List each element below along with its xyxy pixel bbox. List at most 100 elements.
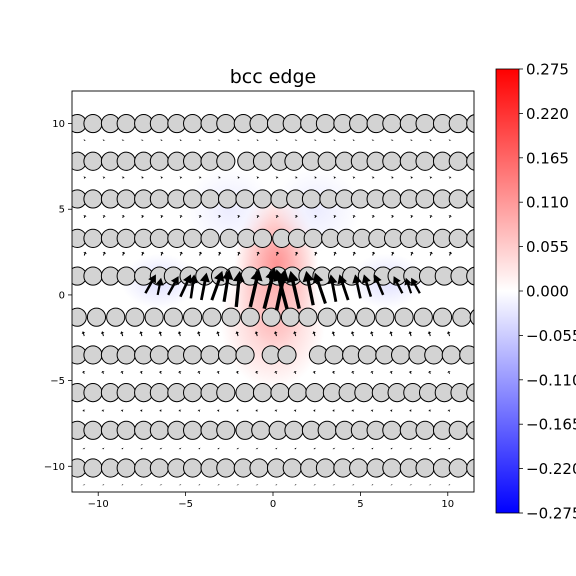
atom bbox=[183, 189, 203, 209]
small-displacement-arrow bbox=[197, 371, 201, 374]
small-displacement-arrow bbox=[351, 409, 355, 412]
small-displacement-arrow bbox=[217, 139, 221, 141]
large-displacement-arrows bbox=[144, 267, 421, 311]
atom bbox=[280, 307, 301, 327]
atom bbox=[448, 189, 468, 209]
small-displacement-arrow bbox=[370, 447, 374, 450]
small-displacement-arrow bbox=[352, 251, 356, 256]
colorbar: 0.275 0.220 0.165 0.110 0.055 0.000 −0.055 −0.1… bbox=[495, 61, 576, 523]
small-displacement-arrow bbox=[333, 176, 337, 179]
small-displacement-arrow bbox=[255, 484, 259, 486]
atom bbox=[83, 189, 103, 209]
small-displacement-arrow bbox=[314, 251, 318, 256]
small-displacement-arrow bbox=[159, 409, 163, 412]
y-tick-label: 0 bbox=[59, 290, 65, 301]
atom bbox=[413, 307, 433, 327]
small-displacement-arrow bbox=[447, 331, 451, 337]
atom bbox=[183, 151, 203, 171]
atom bbox=[116, 189, 136, 209]
displacement-arrow bbox=[188, 274, 198, 299]
small-displacement-arrow bbox=[294, 251, 299, 256]
small-displacement-arrow bbox=[83, 215, 87, 218]
atom bbox=[252, 383, 273, 403]
small-displacement-arrow bbox=[410, 215, 414, 218]
displacement-arrow bbox=[352, 274, 362, 299]
small-displacement-arrow bbox=[409, 447, 413, 450]
small-displacement-arrow bbox=[312, 331, 316, 337]
small-displacement-arrow bbox=[120, 409, 124, 412]
small-displacement-arrow bbox=[159, 447, 163, 450]
atom bbox=[466, 420, 474, 440]
atom bbox=[317, 151, 337, 171]
small-displacement-arrow bbox=[332, 484, 336, 486]
atom bbox=[394, 307, 414, 327]
small-displacement-arrow bbox=[293, 371, 297, 374]
atom bbox=[183, 458, 203, 478]
atom-rows bbox=[72, 113, 474, 478]
small-displacement-arrow bbox=[179, 176, 183, 179]
colorbar-tick-label: −0.055 bbox=[526, 327, 576, 345]
small-displacement-arrow bbox=[410, 176, 414, 179]
atom bbox=[116, 151, 136, 171]
atom bbox=[317, 307, 337, 327]
small-displacement-arrow bbox=[82, 409, 86, 412]
small-displacement-arrow bbox=[120, 484, 125, 486]
y-tick-label: −5 bbox=[50, 376, 65, 387]
atom bbox=[149, 113, 169, 134]
small-displacement-arrow bbox=[313, 215, 318, 218]
y-tick-label: 5 bbox=[59, 205, 65, 216]
small-displacement-arrow bbox=[140, 139, 144, 141]
atom bbox=[415, 151, 435, 171]
small-displacement-arrow bbox=[389, 409, 393, 412]
small-displacement-arrow bbox=[82, 484, 86, 486]
colorbar-tick-label: 0.000 bbox=[526, 283, 569, 301]
small-displacement-arrow bbox=[235, 371, 240, 374]
small-displacement-arrow bbox=[275, 251, 279, 256]
atom bbox=[200, 345, 220, 365]
atom bbox=[415, 228, 435, 248]
atom bbox=[72, 307, 87, 327]
atom bbox=[144, 307, 164, 327]
small-displacement-arrow bbox=[217, 251, 222, 256]
small-displacement-arrow bbox=[351, 371, 355, 374]
displacement-arrow bbox=[327, 274, 338, 302]
small-displacement-arrow bbox=[313, 484, 317, 486]
atom bbox=[200, 228, 220, 248]
small-displacement-arrow bbox=[82, 447, 86, 450]
colorbar-gradient bbox=[495, 68, 520, 514]
small-displacement-arrow bbox=[408, 371, 413, 374]
small-displacement-arrow bbox=[216, 331, 220, 337]
small-displacement-arrow bbox=[217, 176, 221, 179]
colorbar-tick-label: 0.275 bbox=[526, 61, 569, 79]
atom bbox=[466, 228, 474, 248]
small-displacement-arrow bbox=[447, 484, 451, 486]
atom bbox=[382, 420, 402, 440]
atom bbox=[149, 383, 169, 403]
atom bbox=[83, 458, 103, 478]
atom bbox=[466, 383, 474, 403]
small-displacement-arrow bbox=[333, 215, 337, 218]
colorbar-tick-label: 0.165 bbox=[526, 149, 569, 167]
small-displacement-arrow bbox=[428, 484, 432, 486]
small-displacement-arrow bbox=[294, 215, 298, 218]
displacement-arrow bbox=[373, 274, 385, 296]
small-displacement-arrow bbox=[313, 176, 317, 179]
small-displacement-arrow bbox=[390, 251, 395, 256]
small-displacement-arrow bbox=[275, 176, 279, 179]
x-tick-label: −5 bbox=[178, 499, 193, 510]
small-displacement-arrow bbox=[428, 409, 432, 412]
small-displacement-arrow bbox=[121, 176, 125, 179]
displacement-arrow bbox=[222, 269, 234, 302]
small-displacement-arrow bbox=[236, 139, 240, 141]
displacement-arrow bbox=[411, 277, 421, 294]
small-displacement-arrow bbox=[332, 139, 337, 141]
small-displacement-arrow bbox=[447, 371, 451, 374]
atom bbox=[432, 307, 453, 327]
atom bbox=[116, 228, 136, 248]
atom bbox=[235, 189, 255, 209]
y-tick-label: −10 bbox=[44, 462, 65, 473]
atom bbox=[415, 113, 435, 134]
atom bbox=[466, 458, 474, 478]
atom bbox=[303, 228, 323, 248]
small-displacement-arrow bbox=[429, 251, 433, 256]
